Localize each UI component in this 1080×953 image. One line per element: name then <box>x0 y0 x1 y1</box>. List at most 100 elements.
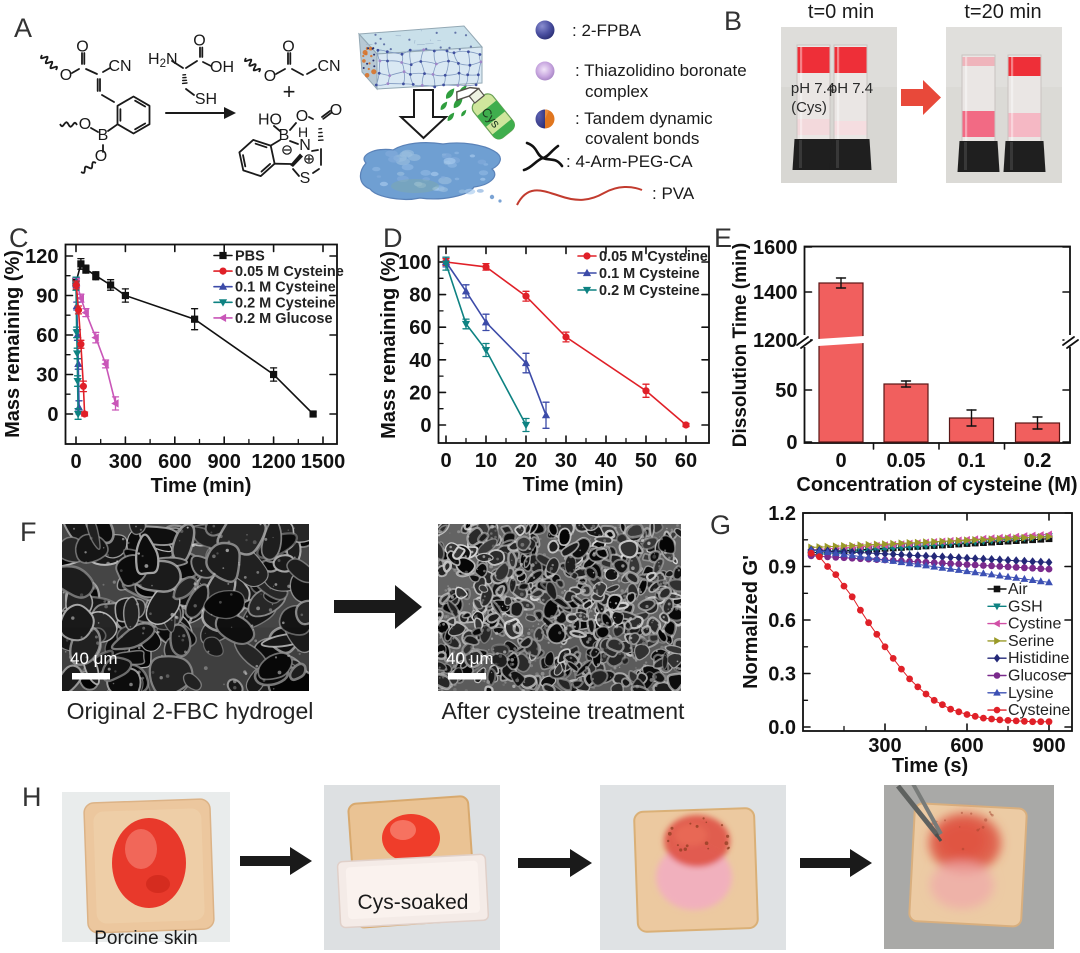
svg-text:900: 900 <box>1032 735 1065 757</box>
svg-text:600: 600 <box>950 735 983 757</box>
svg-text:40 μm: 40 μm <box>446 649 494 668</box>
svg-text:300: 300 <box>109 451 142 473</box>
svg-text:0: 0 <box>835 450 846 472</box>
svg-text:40: 40 <box>595 450 617 472</box>
svg-text:Glucose: Glucose <box>1008 668 1067 685</box>
svg-text:Lysine: Lysine <box>1008 685 1054 702</box>
svg-text:0.3: 0.3 <box>768 664 796 686</box>
svg-text:HO: HO <box>258 112 282 129</box>
svg-text:10: 10 <box>475 450 497 472</box>
svg-text:60: 60 <box>675 450 697 472</box>
svg-text:O: O <box>330 102 342 119</box>
svg-text:SH: SH <box>195 91 217 108</box>
svg-text:60: 60 <box>409 317 431 339</box>
svg-text:Mass remaining (%): Mass remaining (%) <box>378 251 400 439</box>
svg-text:20: 20 <box>515 450 537 472</box>
svg-text:Time (min): Time (min) <box>523 474 624 496</box>
svg-text:0.1: 0.1 <box>958 450 986 472</box>
svg-text:0.9: 0.9 <box>768 557 796 579</box>
svg-text:CN: CN <box>317 58 340 75</box>
svg-text:pH 7.4: pH 7.4 <box>791 80 835 97</box>
svg-text:Concentration of cysteine (M): Concentration of cysteine (M) <box>796 474 1077 496</box>
svg-text:0.05 M Cysteine: 0.05 M Cysteine <box>235 264 344 280</box>
svg-text:1.2: 1.2 <box>768 505 796 525</box>
svg-text:B: B <box>724 6 742 36</box>
svg-text:O: O <box>79 116 91 133</box>
svg-text:H: H <box>298 124 308 140</box>
svg-text:Original 2-FBC hydrogel: Original 2-FBC hydrogel <box>67 698 314 724</box>
svg-text:O: O <box>296 108 308 125</box>
svg-text:0.2 M Glucose: 0.2 M Glucose <box>235 311 333 327</box>
svg-text:CN: CN <box>108 58 131 75</box>
svg-text:A: A <box>14 13 32 43</box>
svg-text:1200: 1200 <box>251 451 296 473</box>
svg-text:60: 60 <box>36 325 58 347</box>
svg-text:O: O <box>76 39 88 56</box>
svg-text:complex: complex <box>585 82 649 101</box>
svg-text:30: 30 <box>555 450 577 472</box>
svg-text:O: O <box>193 33 205 50</box>
svg-text:B: B <box>279 127 290 144</box>
svg-text:600: 600 <box>158 451 191 473</box>
svg-text:pH 7.4: pH 7.4 <box>829 80 873 97</box>
svg-text:H2N: H2N <box>148 51 178 70</box>
svg-text:H: H <box>22 785 42 812</box>
svg-text:: Tandem dynamic: : Tandem dynamic <box>575 109 713 128</box>
svg-text:0: 0 <box>420 415 431 437</box>
svg-text:Porcine skin: Porcine skin <box>94 928 198 949</box>
svg-text:: Thiazolidino boronate: : Thiazolidino boronate <box>575 61 747 80</box>
svg-text:50: 50 <box>635 450 657 472</box>
svg-text:40: 40 <box>409 350 431 372</box>
svg-text:30: 30 <box>36 365 58 387</box>
svg-text:0.05 M Cysteine: 0.05 M Cysteine <box>599 249 708 265</box>
svg-text:900: 900 <box>208 451 241 473</box>
svg-text:Normalized G': Normalized G' <box>740 555 762 689</box>
svg-text:90: 90 <box>36 286 58 308</box>
svg-text:Serine: Serine <box>1008 633 1054 650</box>
svg-text:80: 80 <box>409 285 431 307</box>
svg-text:S: S <box>300 170 311 187</box>
svg-text:: PVA: : PVA <box>652 184 695 203</box>
svg-text:0: 0 <box>47 404 58 426</box>
svg-text:Cystine: Cystine <box>1008 616 1061 633</box>
svg-text:0.0: 0.0 <box>768 717 796 739</box>
svg-text:1400: 1400 <box>753 282 798 304</box>
svg-text:C: C <box>9 225 29 253</box>
svg-text:O: O <box>60 67 72 84</box>
svg-text:PBS: PBS <box>235 249 265 265</box>
svg-text:0: 0 <box>440 450 451 472</box>
svg-text:1200: 1200 <box>753 330 798 352</box>
svg-text:: 4-Arm-PEG-CA: : 4-Arm-PEG-CA <box>566 152 693 171</box>
svg-text:Histidine: Histidine <box>1008 650 1069 667</box>
svg-text:Air: Air <box>1008 581 1028 598</box>
svg-text:Mass remaining (%): Mass remaining (%) <box>2 250 24 438</box>
svg-text:0.6: 0.6 <box>768 610 796 632</box>
svg-text:0.2 M Cysteine: 0.2 M Cysteine <box>235 295 336 311</box>
svg-text:0.1 M Cysteine: 0.1 M Cysteine <box>599 266 700 282</box>
svg-text:B: B <box>98 127 109 144</box>
svg-text:+: + <box>283 79 296 104</box>
svg-text:Time (min): Time (min) <box>151 475 252 497</box>
svg-text:120: 120 <box>25 246 58 268</box>
svg-text:G: G <box>710 510 731 540</box>
svg-text:N: N <box>299 137 311 154</box>
svg-text:0: 0 <box>786 432 797 454</box>
svg-text:Time (s): Time (s) <box>892 755 968 777</box>
svg-text:F: F <box>20 517 37 547</box>
svg-text:0.1 M Cysteine: 0.1 M Cysteine <box>235 280 336 296</box>
svg-text:20: 20 <box>409 382 431 404</box>
svg-text:Dissolution Time (min): Dissolution Time (min) <box>730 243 751 447</box>
svg-text:t=20 min: t=20 min <box>964 1 1041 23</box>
svg-text:GSH: GSH <box>1008 598 1043 615</box>
svg-text:O: O <box>264 68 276 85</box>
svg-text:50: 50 <box>775 380 797 402</box>
svg-text:OH: OH <box>210 59 234 76</box>
svg-text:Cysteine: Cysteine <box>1008 702 1070 719</box>
svg-text:O: O <box>282 39 294 56</box>
svg-text:0.05: 0.05 <box>887 450 926 472</box>
svg-text:0: 0 <box>70 451 81 473</box>
svg-text:(Cys): (Cys) <box>791 99 827 116</box>
svg-text:40 μm: 40 μm <box>70 649 118 668</box>
svg-text:After cysteine treatment: After cysteine treatment <box>442 698 685 724</box>
svg-text:: 2-FPBA: : 2-FPBA <box>572 21 642 40</box>
